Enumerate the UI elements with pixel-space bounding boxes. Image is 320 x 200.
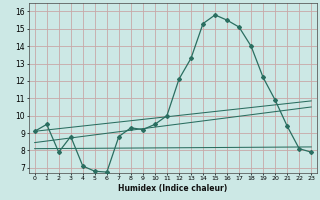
X-axis label: Humidex (Indice chaleur): Humidex (Indice chaleur) xyxy=(118,184,228,193)
